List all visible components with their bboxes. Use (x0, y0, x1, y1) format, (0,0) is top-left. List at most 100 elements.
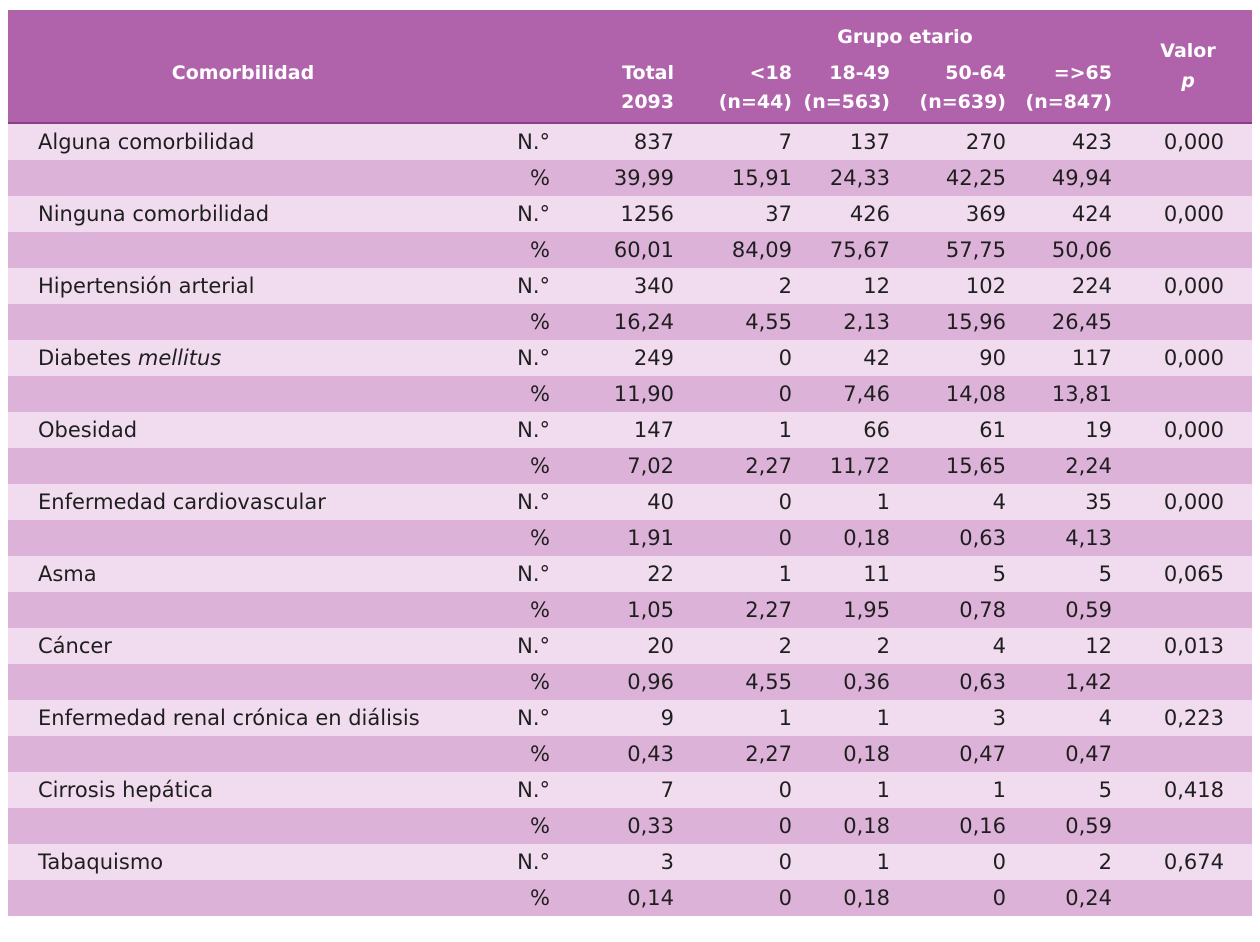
cell-percent-total: 0,96 (627, 670, 674, 694)
cell-count-under-18: 2 (778, 634, 792, 658)
cell-percent-age-50-64: 15,65 (945, 454, 1006, 478)
cell-count-age-65-plus: 5 (1098, 778, 1112, 802)
comorbidity-name: Hipertensión arterial (38, 268, 254, 304)
unit-percent-label: % (530, 742, 550, 766)
unit-count-label: N.° (517, 202, 550, 226)
cell-count-total: 9 (660, 706, 674, 730)
cell-percent-under-18: 2,27 (745, 454, 792, 478)
cell-p-value: 0,000 (1163, 202, 1224, 226)
table-row-count: Alguna comorbilidad N.° 837 7 137 270 423 0,000 (8, 124, 1252, 160)
cell-percent-total: 39,99 (613, 166, 674, 190)
table-row-percent: % 1,05 2,27 1,95 0,78 0,59 (8, 592, 1252, 628)
table-row-percent: % 39,99 15,91 24,33 42,25 49,94 (8, 160, 1252, 196)
table-row-count: Ninguna comorbilidad N.° 1256 37 426 369 424 0,… (8, 196, 1252, 232)
comorbidity-name-text: Tabaquismo (38, 850, 164, 874)
cell-percent-age-65-plus: 4,13 (1065, 526, 1112, 550)
cell-count-total: 1256 (620, 202, 674, 226)
header-total: Total (622, 62, 674, 84)
unit-count-label: N.° (517, 418, 550, 442)
cell-percent-age-65-plus: 50,06 (1051, 238, 1112, 262)
header-pvalue-p: p (1181, 70, 1195, 92)
header-divider (8, 122, 1252, 124)
cell-count-total: 20 (647, 634, 674, 658)
comorbidity-name-text: Cirrosis hepática (38, 778, 214, 802)
header-col-1849: 18-49 (829, 62, 890, 84)
cell-count-age-18-49: 1 (876, 778, 890, 802)
cell-percent-age-50-64: 42,25 (945, 166, 1006, 190)
comorbidity-name: Obesidad (38, 412, 137, 448)
cell-percent-age-18-49: 11,72 (829, 454, 890, 478)
cell-percent-age-50-64: 0 (992, 886, 1006, 910)
cell-count-age-50-64: 5 (992, 562, 1006, 586)
unit-count-label: N.° (517, 490, 550, 514)
cell-percent-age-65-plus: 49,94 (1051, 166, 1112, 190)
cell-percent-age-18-49: 0,36 (843, 670, 890, 694)
cell-p-value: 0,000 (1163, 130, 1224, 154)
table-header: Comorbilidad Grupo etario Total 2093 <18… (8, 10, 1252, 122)
cell-count-age-65-plus: 19 (1085, 418, 1112, 442)
unit-percent-label: % (530, 166, 550, 190)
cell-count-total: 249 (633, 346, 674, 370)
comorbidity-name-text: Ninguna comorbilidad (38, 202, 270, 226)
cell-count-age-65-plus: 224 (1071, 274, 1112, 298)
unit-percent-label: % (530, 670, 550, 694)
cell-percent-age-50-64: 0,78 (959, 598, 1006, 622)
cell-percent-age-65-plus: 0,59 (1065, 814, 1112, 838)
header-total-n: 2093 (621, 91, 674, 113)
cell-percent-age-18-49: 75,67 (829, 238, 890, 262)
cell-count-under-18: 1 (778, 706, 792, 730)
cell-count-under-18: 2 (778, 274, 792, 298)
cell-count-age-50-64: 3 (992, 706, 1006, 730)
cell-percent-under-18: 0 (778, 382, 792, 406)
cell-count-total: 340 (633, 274, 674, 298)
comorbidity-name-text: Asma (38, 562, 97, 586)
cell-count-age-65-plus: 2 (1098, 850, 1112, 874)
comorbidity-name-text: Cáncer (38, 634, 112, 658)
header-col-u18-n: (n=44) (718, 91, 792, 113)
comorbidity-name: Asma (38, 556, 97, 592)
cell-percent-total: 1,05 (627, 598, 674, 622)
cell-percent-age-65-plus: 2,24 (1065, 454, 1112, 478)
cell-count-age-50-64: 0 (992, 850, 1006, 874)
cell-percent-age-65-plus: 0,59 (1065, 598, 1112, 622)
table-row-percent: % 11,90 0 7,46 14,08 13,81 (8, 376, 1252, 412)
cell-p-value: 0,000 (1163, 274, 1224, 298)
unit-count-label: N.° (517, 778, 550, 802)
cell-percent-under-18: 2,27 (745, 598, 792, 622)
table-row-percent: % 7,02 2,27 11,72 15,65 2,24 (8, 448, 1252, 484)
comorbidity-name: Ninguna comorbilidad (38, 196, 269, 232)
cell-percent-age-65-plus: 13,81 (1051, 382, 1112, 406)
cell-p-value: 0,065 (1163, 562, 1224, 586)
cell-count-age-50-64: 270 (965, 130, 1006, 154)
cell-count-under-18: 7 (778, 130, 792, 154)
comorbidity-name-text: Diabetes (38, 346, 132, 370)
table-row-percent: % 0,96 4,55 0,36 0,63 1,42 (8, 664, 1252, 700)
header-comorbidity: Comorbilidad (171, 62, 315, 84)
cell-count-age-50-64: 61 (979, 418, 1006, 442)
cell-count-total: 7 (660, 778, 674, 802)
comorbidity-name-italic: mellitus (137, 346, 222, 370)
cell-count-age-50-64: 369 (965, 202, 1006, 226)
header-pvalue: Valor (1160, 40, 1216, 62)
cell-p-value: 0,000 (1163, 346, 1224, 370)
comorbidity-name-text: Alguna comorbilidad (38, 130, 255, 154)
comorbidity-name: Cáncer (38, 628, 112, 664)
table-row-percent: % 0,14 0 0,18 0 0,24 (8, 880, 1252, 916)
cell-count-total: 40 (647, 490, 674, 514)
unit-count-label: N.° (517, 706, 550, 730)
cell-percent-total: 0,43 (627, 742, 674, 766)
cell-percent-total: 1,91 (627, 526, 674, 550)
cell-p-value: 0,223 (1163, 706, 1224, 730)
unit-count-label: N.° (517, 274, 550, 298)
cell-percent-age-50-64: 0,16 (959, 814, 1006, 838)
header-col-o65: =>65 (1053, 62, 1112, 84)
cell-percent-age-50-64: 15,96 (945, 310, 1006, 334)
cell-p-value: 0,418 (1163, 778, 1224, 802)
cell-count-age-18-49: 42 (863, 346, 890, 370)
unit-percent-label: % (530, 310, 550, 334)
header-col-5064: 50-64 (945, 62, 1006, 84)
cell-percent-total: 11,90 (613, 382, 674, 406)
unit-percent-label: % (530, 526, 550, 550)
unit-percent-label: % (530, 886, 550, 910)
cell-count-age-65-plus: 4 (1098, 706, 1112, 730)
